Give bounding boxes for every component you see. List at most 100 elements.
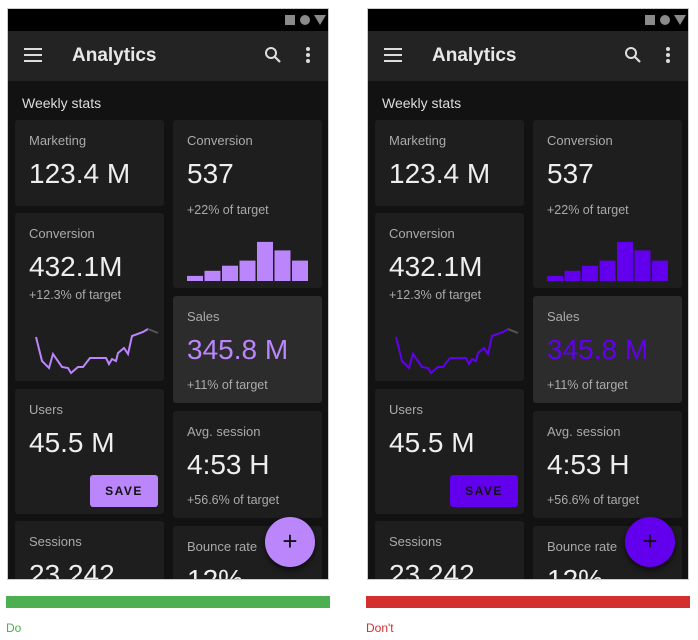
more-vert-icon[interactable] [306, 47, 310, 65]
card-value: 12% [187, 564, 244, 580]
card-label: Avg. session [547, 424, 621, 439]
guideline-caption: Do [6, 621, 22, 635]
status-triangle-icon [674, 15, 686, 25]
card-label: Sales [547, 309, 580, 324]
card-value: 432.1M [29, 251, 123, 282]
card-conversion-bars[interactable]: Conversion 537 +22% of target [533, 120, 682, 288]
card-value: 23,242 [389, 559, 475, 580]
card-label: Sessions [29, 534, 82, 549]
card-subtext: +11% of target [547, 378, 628, 392]
status-circle-icon [300, 15, 310, 25]
guideline-bar [6, 596, 330, 608]
bar [599, 260, 616, 281]
card-sales[interactable]: Sales 345.8 M +11% of target [533, 296, 682, 403]
bar [274, 250, 291, 281]
card-avg-session[interactable]: Avg. session 4:53 H +56.6% of target [533, 411, 682, 518]
bar [239, 260, 256, 281]
sparkline-chart [395, 328, 519, 375]
menu-icon[interactable] [384, 48, 402, 62]
card-value: 4:53 H [547, 449, 630, 480]
card-label: Marketing [389, 133, 447, 148]
app-title: Analytics [432, 45, 517, 66]
card-label: Conversion [187, 133, 253, 148]
sparkline-series [35, 328, 149, 375]
status-triangle-icon [314, 15, 326, 25]
bar [187, 275, 203, 281]
add-fab-button[interactable]: + [265, 517, 315, 567]
menu-icon[interactable] [24, 48, 42, 62]
card-users[interactable]: Users 45.5 M SAVE [375, 389, 524, 514]
card-label: Sales [187, 309, 220, 324]
card-subtext: +56.6% of target [187, 493, 280, 507]
app-bar: Analytics [368, 31, 688, 81]
card-value: 345.8 M [547, 334, 649, 365]
bar [564, 270, 581, 281]
card-subtext: +22% of target [187, 203, 269, 217]
search-icon[interactable] [624, 46, 642, 64]
card-sessions[interactable]: Sessions 23,242 [375, 521, 524, 580]
bar [204, 270, 221, 281]
bar [617, 241, 633, 281]
card-conversion-line[interactable]: Conversion 432.1M +12.3% of target [15, 213, 164, 381]
status-square-icon [285, 15, 295, 25]
card-label: Conversion [547, 133, 613, 148]
save-button[interactable]: SAVE [450, 475, 518, 507]
sparkline-projection [147, 328, 159, 334]
save-button[interactable]: SAVE [90, 475, 158, 507]
card-avg-session[interactable]: Avg. session 4:53 H +56.6% of target [173, 411, 322, 518]
card-subtext: +12.3% of target [389, 288, 482, 302]
card-conversion-bars[interactable]: Conversion 537 +22% of target [173, 120, 322, 288]
card-label: Sessions [389, 534, 442, 549]
bar [582, 265, 598, 281]
bar [634, 250, 651, 281]
bar [292, 260, 308, 281]
card-label: Bounce rate [547, 539, 618, 554]
sparkline-projection [507, 328, 519, 334]
card-value: 345.8 M [187, 334, 289, 365]
bar-chart [187, 241, 308, 281]
card-conversion-line[interactable]: Conversion 432.1M +12.3% of target [375, 213, 524, 381]
card-subtext: +56.6% of target [547, 493, 640, 507]
app-title: Analytics [72, 45, 157, 66]
search-icon[interactable] [264, 46, 282, 64]
card-value: 45.5 M [389, 427, 475, 458]
status-square-icon [645, 15, 655, 25]
card-label: Conversion [389, 226, 455, 241]
bar [652, 260, 668, 281]
card-label: Users [389, 402, 423, 417]
card-value: 432.1M [389, 251, 483, 282]
status-circle-icon [660, 15, 670, 25]
card-subtext: +12.3% of target [29, 288, 122, 302]
sparkline-series [395, 328, 509, 375]
card-sessions[interactable]: Sessions 23,242 [15, 521, 164, 580]
card-label: Users [29, 402, 63, 417]
card-sales[interactable]: Sales 345.8 M +11% of target [173, 296, 322, 403]
bar [257, 241, 273, 281]
more-vert-icon[interactable] [666, 47, 670, 65]
card-value: 23,242 [29, 559, 115, 580]
card-label: Avg. session [187, 424, 261, 439]
guideline-bar [366, 596, 690, 608]
guideline-caption: Don't [366, 621, 394, 635]
card-value: 45.5 M [29, 427, 115, 458]
sparkline-chart [35, 328, 159, 375]
bar-chart [547, 241, 668, 281]
card-users[interactable]: Users 45.5 M SAVE [15, 389, 164, 514]
card-label: Bounce rate [187, 539, 258, 554]
card-marketing[interactable]: Marketing 123.4 M [15, 120, 164, 206]
card-value: 537 [547, 158, 594, 189]
card-value: 12% [547, 564, 604, 580]
bar [547, 275, 563, 281]
card-value: 123.4 M [389, 158, 491, 189]
phone-mockup: Analytics Weekly stats Marketing 123.4 M… [367, 8, 689, 580]
card-marketing[interactable]: Marketing 123.4 M [375, 120, 524, 206]
status-bar [8, 9, 328, 31]
card-value: 4:53 H [187, 449, 270, 480]
card-value: 537 [187, 158, 234, 189]
section-title: Weekly stats [22, 95, 102, 111]
add-fab-button[interactable]: + [625, 517, 675, 567]
bar [222, 265, 238, 281]
card-value: 123.4 M [29, 158, 131, 189]
card-subtext: +11% of target [187, 378, 268, 392]
card-label: Conversion [29, 226, 95, 241]
